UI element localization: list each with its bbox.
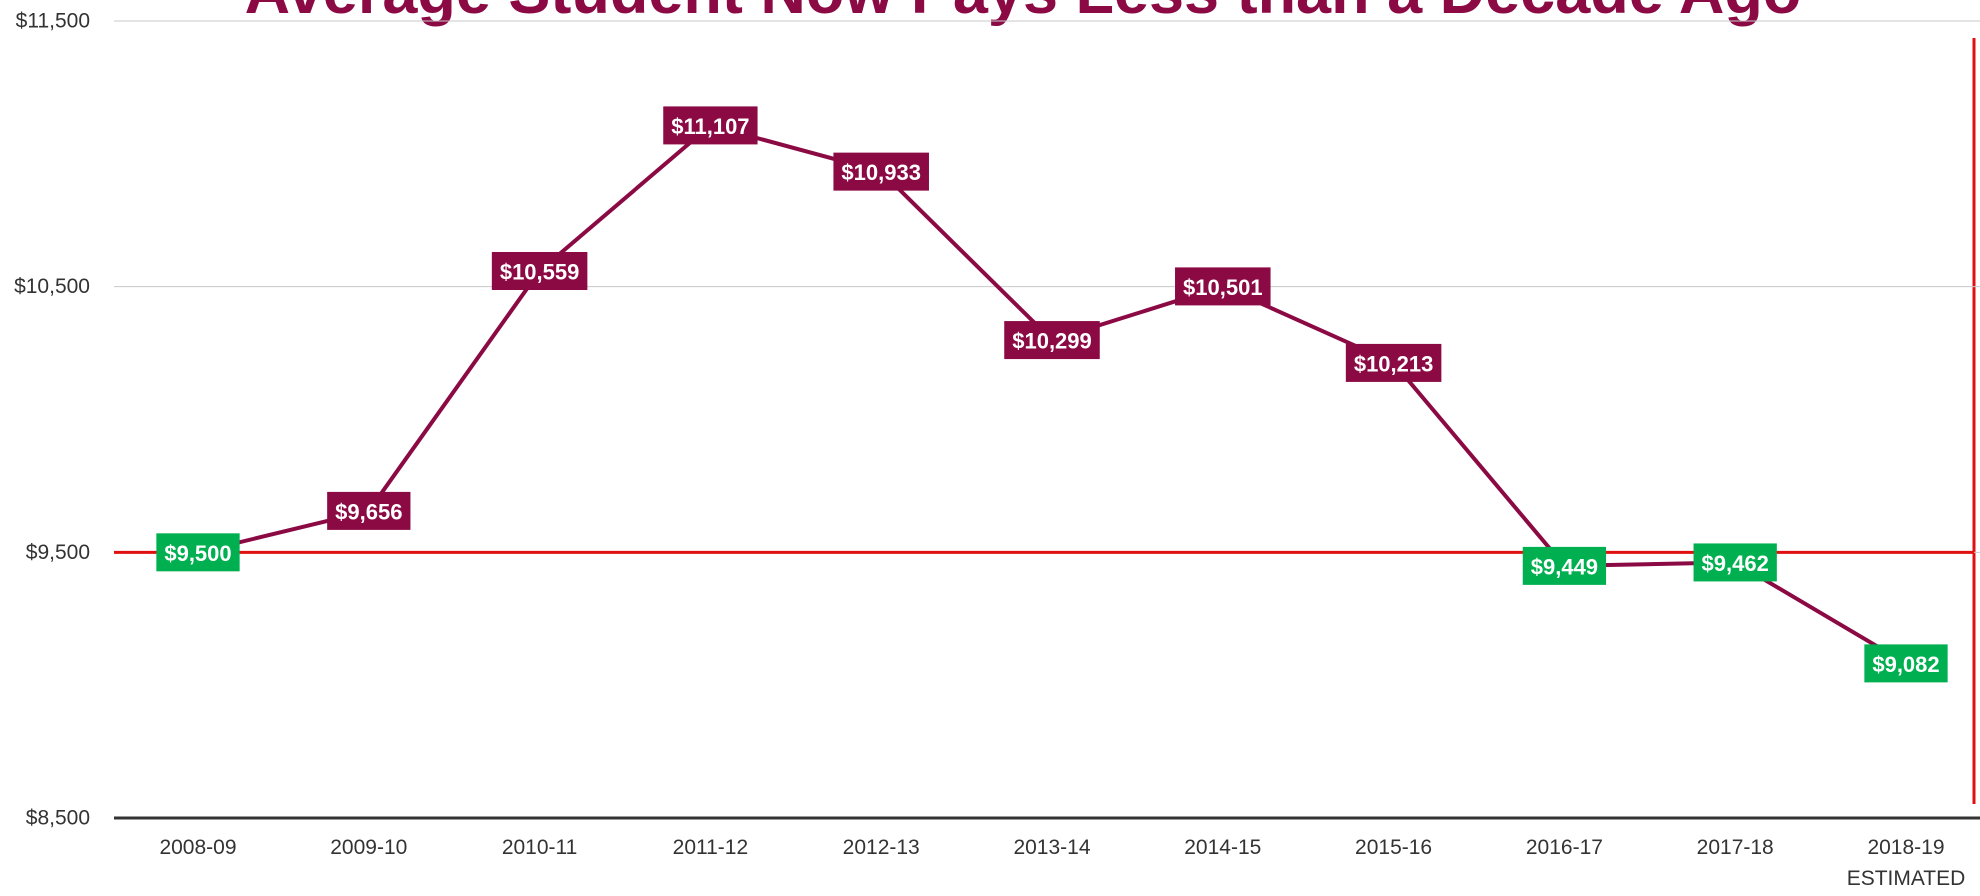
value-label-box (833, 152, 929, 191)
value-label-box (1175, 267, 1271, 306)
x-tick-label: 2015-16 (1355, 836, 1432, 859)
x-tick-label: 2011-12 (673, 836, 749, 859)
y-tick-label: $8,500 (26, 807, 90, 830)
value-label-box (156, 533, 240, 572)
value-label: $9,462 (1702, 551, 1769, 576)
value-label-box (663, 106, 758, 145)
x-tick-label: 2017-18 (1697, 836, 1774, 859)
value-label-group: $11,107 (663, 106, 758, 145)
value-label: $10,559 (500, 259, 580, 284)
x-tick-label: 2018-19 (1867, 836, 1944, 859)
value-label-group: $9,449 (1522, 546, 1607, 585)
value-label-box (1864, 644, 1948, 683)
category-note: ESTIMATED (1847, 867, 1966, 890)
data-line (197, 123, 1908, 666)
x-tick-label: 2009-10 (330, 836, 407, 859)
x-tick-label: 2008-09 (159, 836, 236, 859)
chart-title: Average Student Now Pays Less than a Dec… (245, 0, 1802, 27)
value-label-group: $10,501 (1175, 267, 1271, 306)
value-label: $10,213 (1354, 351, 1434, 376)
value-label-box (1004, 321, 1100, 360)
value-label-group: $9,656 (327, 491, 411, 530)
value-label: $10,299 (1012, 329, 1092, 354)
value-label-box (1345, 343, 1442, 382)
value-label: $9,656 (335, 499, 402, 524)
y-tick-label: $11,500 (16, 10, 90, 33)
value-label-group: $10,213 (1345, 343, 1442, 382)
x-tick-label: 2016-17 (1526, 836, 1603, 859)
y-tick-label: $9,500 (26, 541, 90, 564)
value-label-group: $9,462 (1693, 543, 1777, 582)
value-label: $9,449 (1531, 554, 1598, 579)
x-tick-label: 2013-14 (1013, 836, 1090, 859)
value-label: $10,501 (1183, 275, 1263, 300)
x-tick-label: 2010-11 (502, 836, 578, 859)
value-label: $9,082 (1872, 652, 1939, 677)
value-label-group: $10,559 (491, 251, 588, 290)
value-label-group: $9,500 (156, 533, 240, 572)
value-label-box (327, 491, 411, 530)
value-label-group: $10,933 (833, 152, 929, 191)
value-label: $10,933 (841, 160, 921, 185)
x-tick-label: 2012-13 (843, 836, 920, 859)
x-tick-label: 2014-15 (1184, 836, 1261, 859)
value-label: $9,500 (164, 541, 231, 566)
value-label-box (491, 251, 588, 290)
value-label-group: $10,299 (1004, 321, 1100, 360)
value-label-box (1693, 543, 1777, 582)
value-label-box (1522, 546, 1607, 585)
value-label-group: $9,082 (1864, 644, 1948, 683)
value-label: $11,107 (671, 114, 749, 139)
y-tick-label: $10,500 (14, 275, 90, 298)
